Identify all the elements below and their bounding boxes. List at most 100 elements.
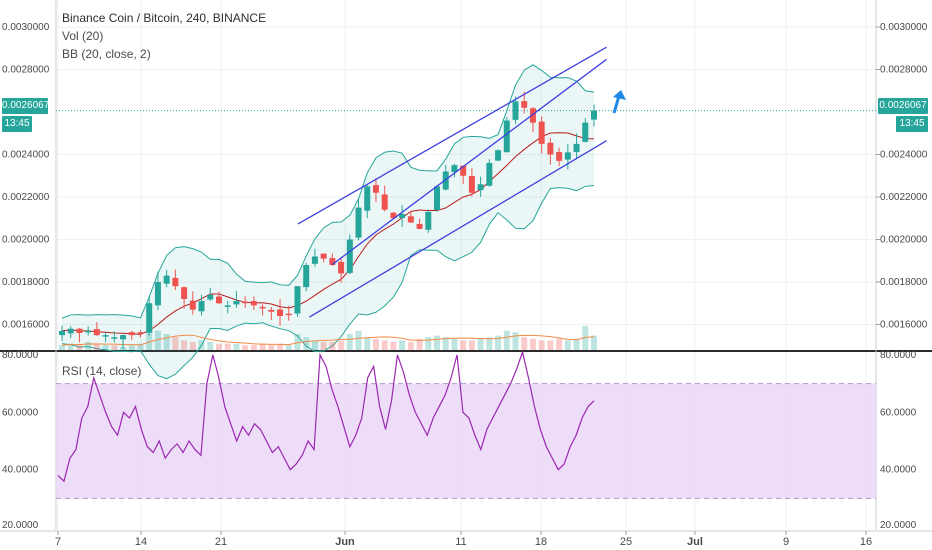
candle-body [442,171,449,190]
volume-bars [59,326,597,350]
candle-body [591,110,597,120]
volume-bar [338,340,345,350]
volume-bar [67,343,74,350]
time-tick-label: 14 [135,536,147,548]
candle-body [67,328,74,334]
volume-bar [285,345,292,350]
candle-body [451,165,458,173]
rsi-tick-label: 40.0000 [2,465,39,476]
price-axes[interactable]: 0.0016000 0.0016000 0.0018000 0.0018000 0.00… [2,22,928,531]
volume-bar [93,343,100,350]
rsi-tick-label: 20.0000 [2,520,39,531]
rsi-tick-label: 60.0000 [2,407,39,418]
price-tick-label: 0.0020000 [2,235,50,246]
volume-bar [399,340,406,350]
volume-bar [425,337,432,350]
volume-bar [442,337,449,350]
candle-body [416,223,423,229]
candle-body [120,335,127,340]
candle-body [425,211,432,230]
volume-bar [303,337,310,350]
time-tick-label: 25 [620,536,632,548]
candle-body [407,216,414,223]
candle-body [172,277,179,287]
candle-body [102,335,109,337]
trend-channel-upper-line [297,46,607,225]
volume-bar [102,345,109,350]
volume-bar [311,340,318,350]
volume-bar [460,340,467,350]
candle-body [556,152,563,161]
volume-bar [573,338,580,350]
volume-indicator-label[interactable]: Vol (20) [62,29,104,43]
bb-indicator-label[interactable]: BB (20, close, 2) [62,47,151,61]
last-price-tag-right: 0.0026067 [878,98,928,114]
trend-channel[interactable] [297,46,607,318]
time-tick-label: 7 [55,536,61,548]
volume-bar [521,337,528,350]
candle-body [434,186,441,211]
volume-bar [268,345,275,350]
price-tick-label: 0.0028000 [880,65,928,76]
candle-body [233,301,240,305]
volume-bar [224,343,231,350]
candle-body [364,186,371,211]
volume-bar [547,340,554,350]
candle-body [486,163,493,186]
candle-body [189,300,196,310]
volume-bar [468,340,475,350]
volume-bar [355,330,362,350]
volume-bar [137,343,144,350]
candle-body [460,165,467,176]
volume-bar [486,337,493,350]
candle-body [224,305,231,307]
volume-bar [538,340,545,350]
price-tick-label: 0.0024000 [2,150,50,161]
rsi-tick-label: 80.0000 [880,350,917,361]
candle-body [390,212,397,219]
candle-body [329,258,336,265]
candle-body [320,253,327,259]
volume-bar [477,338,484,350]
volume-bar [198,340,205,350]
rsi-tick-label: 80.0000 [2,350,39,361]
candle-body [521,101,528,108]
up-arrow-icon [612,90,626,114]
volume-ma-line [61,334,595,346]
candle-body [346,239,353,273]
volume-bar [172,337,179,350]
candle-body [285,313,292,316]
volume-bar [59,345,65,350]
volume-bar [495,335,502,350]
volume-bar [320,342,327,350]
volume-bar [250,345,257,350]
candle-body [529,108,536,123]
volume-bar [233,343,240,350]
candle-body [311,256,318,264]
volume-bar [329,342,336,350]
volume-bar [364,337,371,350]
time-tick-label: 21 [215,536,227,548]
price-tick-label: 0.0018000 [2,277,50,288]
time-tick-label: 18 [535,536,547,548]
candle-body [198,301,205,312]
price-tick-label: 0.0024000 [880,150,928,161]
candle-body [207,294,214,300]
time-axis[interactable]: 7 14 21 Jun 11 18 25 Jul 9 16 [55,531,872,548]
rsi-indicator-label[interactable]: RSI (14, close) [62,364,142,378]
volume-bar [76,345,83,350]
candle-body [538,121,545,144]
volume-bar [181,340,188,350]
price-candles [59,91,597,350]
bb-lower-line [61,185,595,380]
volume-bar [128,345,135,350]
volume-bar [154,330,161,350]
volume-bar [556,338,563,350]
candle-body [76,328,83,333]
rsi-tick-label: 60.0000 [880,407,917,418]
volume-bar [372,338,379,350]
candle-body [242,301,249,304]
volume-bar [163,334,170,350]
time-tick-label: 16 [860,536,872,548]
